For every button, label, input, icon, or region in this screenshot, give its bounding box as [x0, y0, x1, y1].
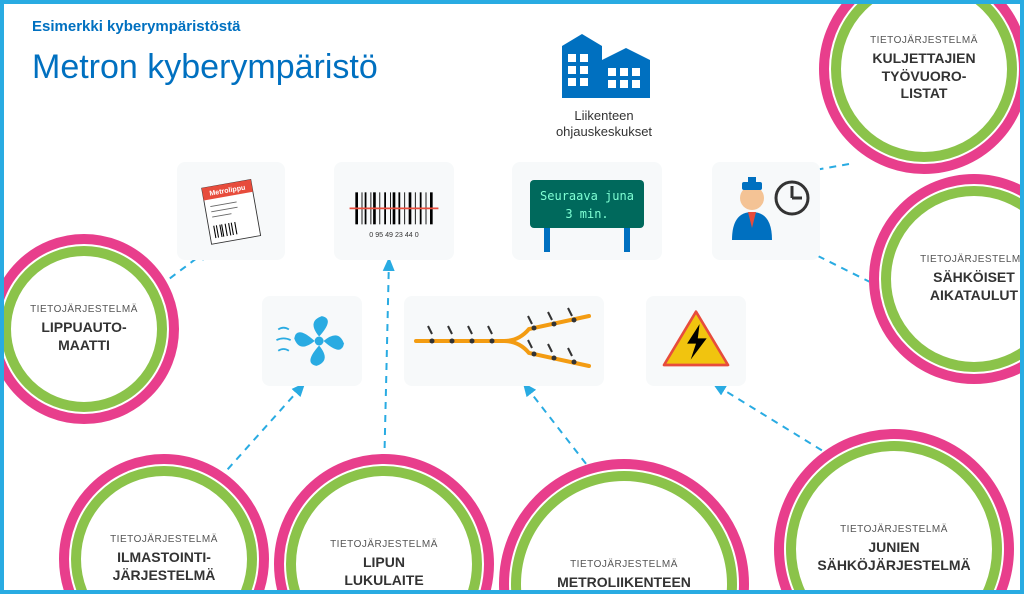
- ring-junien_sahko: TIETOJÄRJESTELMÄ JUNIEN SÄHKÖJÄRJESTELMÄ: [774, 429, 1014, 594]
- ring-name: JUNIEN SÄHKÖJÄRJESTELMÄ: [817, 539, 970, 574]
- sign-icon: Seuraava juna 3 min.: [512, 162, 662, 260]
- ring-label: TIETOJÄRJESTELMÄ: [920, 254, 1024, 265]
- buildings-icon: [544, 26, 664, 106]
- svg-text:3 min.: 3 min.: [565, 207, 608, 221]
- ring-ilmastointi: TIETOJÄRJESTELMÄ ILMASTOINTI- JÄRJESTELMÄ: [59, 454, 269, 594]
- sign-card: Seuraava juna 3 min.: [512, 162, 662, 260]
- hazard-card: [646, 296, 746, 386]
- svg-text:Seuraava juna: Seuraava juna: [540, 189, 634, 203]
- ring-metroliikenne: TIETOJÄRJESTELMÄ METROLIIKENTEEN OHJAUS: [499, 459, 749, 594]
- ring-lippuautomaatti: TIETOJÄRJESTELMÄ LIPPUAUTO- MAATTI: [0, 234, 179, 424]
- ring-label: TIETOJÄRJESTELMÄ: [570, 559, 678, 570]
- ring-name: LIPUN LUKULAITE: [344, 554, 423, 589]
- electric-hazard-icon: [651, 301, 741, 381]
- rail-switch-icon: [404, 296, 604, 386]
- kicker-text: Esimerkki kyberympäristöstä: [32, 18, 240, 35]
- ticket-card: Metrolippu: [177, 162, 285, 260]
- fan-card: [262, 296, 362, 386]
- svg-text:0 95 49 23 44 0: 0 95 49 23 44 0: [369, 231, 418, 239]
- barcode-card: 0 95 49 23 44 0: [334, 162, 454, 260]
- ring-label: TIETOJÄRJESTELMÄ: [840, 524, 948, 535]
- barcode-icon: 0 95 49 23 44 0: [339, 171, 449, 251]
- ring-name: METROLIIKENTEEN OHJAUS: [557, 574, 691, 594]
- fan-icon: [267, 301, 357, 381]
- ring-label: TIETOJÄRJESTELMÄ: [110, 534, 218, 545]
- driver-card: [712, 162, 820, 260]
- ring-label: TIETOJÄRJESTELMÄ: [330, 539, 438, 550]
- buildings-label: Liikenteen ohjauskeskukset: [544, 108, 664, 141]
- ring-name: SÄHKÖISET AIKATAULUT: [930, 269, 1018, 304]
- ticket-icon: Metrolippu: [186, 171, 276, 251]
- ring-lukulaite: TIETOJÄRJESTELMÄ LIPUN LUKULAITE: [274, 454, 494, 594]
- ring-name: ILMASTOINTI- JÄRJESTELMÄ: [113, 549, 216, 584]
- ring-tyovuorolistat: TIETOJÄRJESTELMÄ KULJETTAJIEN TYÖVUORO- L…: [819, 0, 1024, 174]
- driver-clock-icon: [712, 162, 820, 260]
- diagram-canvas: Esimerkki kyberympäristöstä Metron kyber…: [0, 0, 1024, 594]
- page-title: Metron kyberympäristö: [32, 48, 378, 87]
- rails-card: [404, 296, 604, 386]
- ring-name: LIPPUAUTO- MAATTI: [41, 319, 126, 354]
- ring-name: KULJETTAJIEN TYÖVUORO- LISTAT: [872, 50, 975, 103]
- ring-label: TIETOJÄRJESTELMÄ: [30, 304, 138, 315]
- ring-label: TIETOJÄRJESTELMÄ: [870, 35, 978, 46]
- ring-aikataulut: TIETOJÄRJESTELMÄ SÄHKÖISET AIKATAULUT: [869, 174, 1024, 384]
